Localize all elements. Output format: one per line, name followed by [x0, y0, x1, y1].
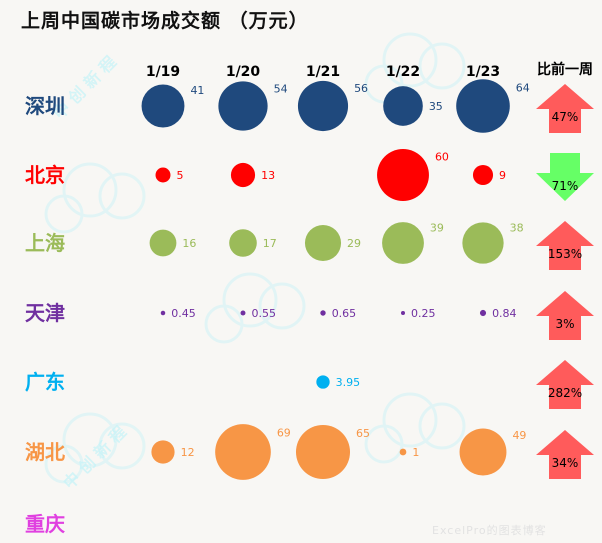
change-percent: 3% — [555, 317, 574, 331]
value-bubble — [320, 310, 326, 316]
value-bubble — [383, 86, 423, 126]
value-label: 3.95 — [336, 376, 361, 389]
region-row: 北京 5 13 60 9 71% — [25, 149, 594, 201]
change-indicator: 34% — [536, 430, 594, 479]
watermark-stamp — [204, 272, 306, 344]
change-indicator: 71% — [536, 153, 594, 201]
value-label: 12 — [181, 446, 195, 459]
value-label: 0.65 — [332, 307, 357, 320]
value-bubble — [316, 375, 330, 389]
region-row: 深圳 41 54 56 35 64 47% — [25, 79, 594, 133]
region-rows: 深圳 41 54 56 35 64 47% 北京 5 13 60 9 71% 上海 16 17 29 39 38 15… — [25, 79, 594, 536]
change-percent: 71% — [552, 179, 579, 193]
region-row: 天津 0.45 0.55 0.65 0.25 0.84 3% — [25, 291, 594, 340]
region-row: 湖北 12 69 65 1 49 34% — [25, 424, 594, 480]
region-label: 北京 — [25, 163, 65, 187]
value-bubble — [141, 84, 185, 128]
change-percent: 282% — [548, 386, 582, 400]
arrow-up-icon — [536, 221, 594, 270]
change-indicator: 47% — [536, 84, 594, 133]
value-label: 49 — [512, 429, 526, 442]
value-label: 0.84 — [492, 307, 517, 320]
region-label: 广东 — [25, 370, 65, 394]
value-label: 0.45 — [171, 307, 196, 320]
value-bubble — [230, 162, 256, 188]
change-indicator: 3% — [536, 291, 594, 340]
value-label: 5 — [176, 169, 183, 182]
value-bubble — [215, 424, 271, 480]
value-label: 29 — [347, 237, 361, 250]
value-label: 56 — [354, 82, 368, 95]
change-header: 比前一周 — [537, 61, 593, 78]
value-label: 38 — [510, 222, 524, 235]
change-indicator: 153% — [536, 221, 594, 270]
value-bubble — [155, 167, 171, 183]
region-row: 重庆 — [25, 512, 65, 536]
value-label: 35 — [429, 100, 443, 113]
value-label: 0.25 — [411, 307, 436, 320]
arrow-up-icon — [536, 360, 594, 409]
value-label: 17 — [263, 237, 277, 250]
footer-watermark-text: ExcelPro的图表博客 — [432, 524, 547, 537]
date-header: 1/22 — [386, 64, 420, 80]
value-label: 65 — [356, 427, 370, 440]
value-bubble — [382, 222, 424, 264]
value-bubble — [401, 311, 405, 315]
value-bubble — [399, 448, 407, 456]
change-percent: 153% — [548, 247, 582, 261]
value-label: 9 — [499, 169, 506, 182]
watermark-stamp — [44, 162, 146, 234]
region-label: 上海 — [25, 231, 65, 255]
value-bubble — [456, 79, 510, 133]
value-label: 13 — [261, 169, 275, 182]
value-label: 41 — [190, 84, 204, 97]
value-bubble — [240, 310, 246, 316]
value-bubble — [297, 80, 349, 132]
value-bubble — [479, 309, 487, 317]
date-header: 1/23 — [466, 64, 500, 80]
value-label: 0.55 — [251, 307, 276, 320]
value-bubble — [377, 149, 429, 201]
change-percent: 34% — [552, 456, 579, 470]
value-bubble — [459, 428, 507, 476]
region-label: 深圳 — [25, 94, 65, 118]
value-bubble — [229, 229, 257, 257]
region-row: 上海 16 17 29 39 38 153% — [25, 221, 594, 270]
value-label: 1 — [412, 446, 419, 459]
value-label: 54 — [274, 82, 288, 95]
value-bubble — [151, 440, 175, 464]
value-bubble — [160, 310, 166, 316]
watermark-stamp — [44, 412, 146, 484]
value-bubble — [462, 222, 504, 264]
arrow-up-icon — [536, 84, 594, 133]
value-label: 64 — [516, 81, 530, 94]
value-bubble — [472, 164, 494, 186]
arrow-down-icon — [536, 153, 594, 201]
region-label: 重庆 — [25, 512, 65, 536]
region-label: 湖北 — [25, 440, 65, 464]
value-bubble — [304, 224, 342, 262]
date-header: 1/21 — [306, 64, 340, 80]
value-label: 69 — [277, 427, 291, 440]
value-bubble — [218, 81, 268, 131]
value-bubble — [295, 424, 351, 480]
value-label: 39 — [430, 221, 444, 234]
change-percent: 47% — [552, 110, 579, 124]
value-label: 16 — [182, 237, 196, 250]
arrow-up-icon — [536, 291, 594, 340]
date-header-row: 1/19 1/20 1/21 1/22 1/23 比前一周 — [146, 61, 593, 80]
region-row: 广东 3.95 282% — [25, 360, 594, 409]
value-bubble — [149, 229, 177, 257]
change-indicator: 282% — [536, 360, 594, 409]
date-header: 1/19 — [146, 64, 180, 80]
region-label: 天津 — [25, 301, 65, 325]
date-header: 1/20 — [226, 64, 261, 80]
chart-title: 上周中国碳市场成交额 （万元） — [21, 10, 309, 32]
watermark-stamp — [364, 392, 466, 464]
arrow-up-icon — [536, 430, 594, 479]
value-label: 60 — [435, 151, 449, 164]
